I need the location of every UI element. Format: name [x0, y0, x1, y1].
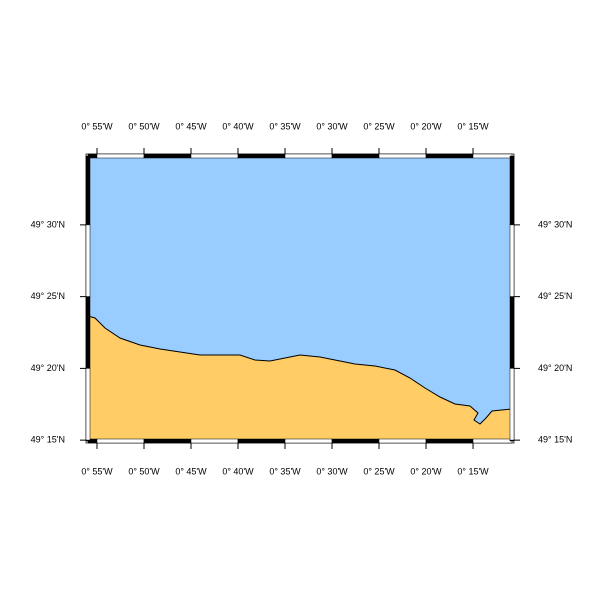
bottom-lon-label: 0° 45'W: [175, 466, 207, 476]
frame-bar: [96, 438, 145, 444]
top-lon-label: 0° 15'W: [457, 121, 489, 131]
frame-bar: [378, 438, 427, 444]
top-lon-label: 0° 55'W: [81, 121, 113, 131]
top-lon-label: 0° 45'W: [175, 121, 207, 131]
bottom-lon-label: 0° 40'W: [222, 466, 254, 476]
top-lon-label: 0° 30'W: [316, 121, 348, 131]
frame-bar: [425, 438, 474, 444]
top-lon-label: 0° 25'W: [363, 121, 395, 131]
bottom-lon-label: 0° 55'W: [81, 466, 113, 476]
right-lat-label: 49° 25'N: [538, 291, 572, 301]
frame-bar: [96, 153, 145, 159]
top-lon-label: 0° 20'W: [410, 121, 442, 131]
frame-bar: [509, 155, 515, 226]
frame-bar: [378, 153, 427, 159]
frame-bar: [509, 439, 515, 442]
top-lon-label: 0° 50'W: [128, 121, 160, 131]
frame-bar: [472, 438, 513, 444]
frame-bar: [190, 153, 239, 159]
frame-bar: [237, 438, 286, 444]
frame-bar: [143, 153, 192, 159]
left-lat-label: 49° 25'N: [31, 291, 65, 301]
right-lat-label: 49° 20'N: [538, 363, 572, 373]
map-body: [87, 156, 513, 442]
frame-bar: [237, 153, 286, 159]
bottom-lon-label: 0° 25'W: [363, 466, 395, 476]
left-lat-label: 49° 15'N: [31, 435, 65, 445]
land: [87, 315, 513, 442]
frame-bar: [331, 153, 380, 159]
frame-bar: [284, 438, 333, 444]
top-lon-label: 0° 35'W: [269, 121, 301, 131]
frame-bar: [331, 438, 380, 444]
frame-bar: [509, 224, 515, 297]
frame-bar: [509, 296, 515, 369]
bottom-lon-label: 0° 15'W: [457, 466, 489, 476]
bottom-lon-label: 0° 30'W: [316, 466, 348, 476]
left-lat-label: 49° 30'N: [31, 219, 65, 229]
top-lon-label: 0° 40'W: [222, 121, 254, 131]
frame-bar: [509, 368, 515, 441]
frame-bar: [472, 153, 513, 159]
right-lat-label: 49° 15'N: [538, 435, 572, 445]
left-lat-label: 49° 20'N: [31, 363, 65, 373]
bottom-lon-label: 0° 35'W: [269, 466, 301, 476]
right-lat-label: 49° 30'N: [538, 219, 572, 229]
frame-bar: [85, 224, 91, 297]
frame-bar: [85, 439, 91, 442]
bottom-lon-label: 0° 50'W: [128, 466, 160, 476]
frame-bar: [190, 438, 239, 444]
bottom-lon-label: 0° 20'W: [410, 466, 442, 476]
frame-bar: [425, 153, 474, 159]
frame-bar: [284, 153, 333, 159]
frame-bar: [85, 368, 91, 441]
frame-bar: [143, 438, 192, 444]
frame-bar: [85, 155, 91, 226]
frame-bar: [85, 296, 91, 369]
